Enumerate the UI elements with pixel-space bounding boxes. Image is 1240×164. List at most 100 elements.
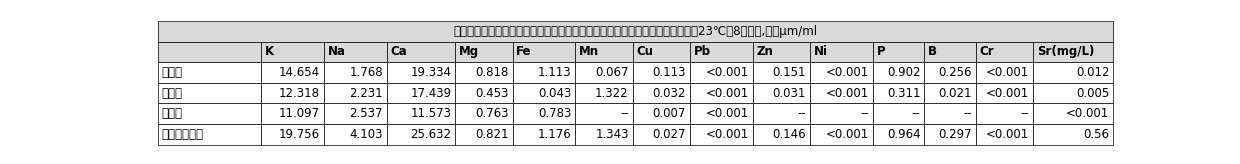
Text: 19.756: 19.756 <box>279 128 320 141</box>
Bar <box>810 103 873 124</box>
Text: Ni: Ni <box>813 45 828 58</box>
Text: 电气石: 电气石 <box>161 107 182 120</box>
Text: Mn: Mn <box>579 45 599 58</box>
Bar <box>455 83 512 103</box>
Text: 0.902: 0.902 <box>887 66 920 79</box>
Bar <box>260 124 324 145</box>
Text: --: -- <box>797 107 806 120</box>
Bar <box>387 83 455 103</box>
Bar <box>632 41 689 62</box>
Bar <box>157 83 260 103</box>
Text: 1.768: 1.768 <box>350 66 383 79</box>
Text: 0.151: 0.151 <box>773 66 806 79</box>
Bar <box>157 21 1114 41</box>
Bar <box>387 124 455 145</box>
Bar <box>924 124 976 145</box>
Bar <box>810 62 873 83</box>
Bar <box>324 124 387 145</box>
Bar <box>157 103 260 124</box>
Bar <box>324 103 387 124</box>
Text: 2.537: 2.537 <box>350 107 383 120</box>
Text: Na: Na <box>327 45 346 58</box>
Bar <box>753 62 810 83</box>
Text: 0.453: 0.453 <box>475 87 508 100</box>
Text: <0.001: <0.001 <box>826 66 869 79</box>
Bar <box>689 62 753 83</box>
Text: <0.001: <0.001 <box>986 128 1029 141</box>
Bar <box>689 83 753 103</box>
Bar <box>632 124 689 145</box>
Bar <box>512 83 575 103</box>
Bar <box>632 62 689 83</box>
Text: --: -- <box>963 107 972 120</box>
Text: 0.005: 0.005 <box>1076 87 1110 100</box>
Bar <box>575 103 632 124</box>
Text: 4.103: 4.103 <box>350 128 383 141</box>
Text: 0.818: 0.818 <box>475 66 508 79</box>
Text: <0.001: <0.001 <box>826 128 869 141</box>
Text: 1.113: 1.113 <box>538 66 572 79</box>
Text: 0.256: 0.256 <box>939 66 972 79</box>
Text: K: K <box>264 45 274 58</box>
Text: 麦饭石、木鱼石、电气石各自浸泡液及复合矿质晶体浸泡液微量元素析出对比（23℃，8小时）,单位μm/ml: 麦饭石、木鱼石、电气石各自浸泡液及复合矿质晶体浸泡液微量元素析出对比（23℃，8… <box>454 25 817 38</box>
Text: <0.001: <0.001 <box>706 107 749 120</box>
Bar <box>260 103 324 124</box>
Bar <box>1033 83 1114 103</box>
Text: 0.007: 0.007 <box>652 107 686 120</box>
Bar <box>387 41 455 62</box>
Text: 0.043: 0.043 <box>538 87 572 100</box>
Bar <box>387 103 455 124</box>
Text: 17.439: 17.439 <box>410 87 451 100</box>
Text: 1.176: 1.176 <box>538 128 572 141</box>
Text: 0.067: 0.067 <box>595 66 629 79</box>
Text: 木鱼石: 木鱼石 <box>161 87 182 100</box>
Text: 0.021: 0.021 <box>939 87 972 100</box>
Text: 25.632: 25.632 <box>410 128 451 141</box>
Bar <box>387 62 455 83</box>
Bar <box>575 83 632 103</box>
Text: --: -- <box>911 107 920 120</box>
Bar <box>689 103 753 124</box>
Bar <box>455 103 512 124</box>
Bar <box>632 103 689 124</box>
Text: 0.964: 0.964 <box>887 128 920 141</box>
Text: 12.318: 12.318 <box>279 87 320 100</box>
Text: 1.343: 1.343 <box>595 128 629 141</box>
Text: 0.783: 0.783 <box>538 107 572 120</box>
Text: 0.297: 0.297 <box>939 128 972 141</box>
Bar <box>810 124 873 145</box>
Text: P: P <box>877 45 885 58</box>
Bar <box>324 83 387 103</box>
Bar <box>455 41 512 62</box>
Text: 0.821: 0.821 <box>475 128 508 141</box>
Bar <box>260 62 324 83</box>
Bar <box>976 83 1033 103</box>
Text: 0.146: 0.146 <box>773 128 806 141</box>
Bar <box>873 62 924 83</box>
Text: 1.322: 1.322 <box>595 87 629 100</box>
Text: 0.012: 0.012 <box>1076 66 1110 79</box>
Bar <box>512 103 575 124</box>
Bar <box>1033 124 1114 145</box>
Text: 复合矿质晶体: 复合矿质晶体 <box>161 128 203 141</box>
Text: <0.001: <0.001 <box>706 128 749 141</box>
Bar <box>810 83 873 103</box>
Text: Ca: Ca <box>391 45 407 58</box>
Bar <box>575 62 632 83</box>
Text: Cu: Cu <box>636 45 653 58</box>
Bar <box>689 124 753 145</box>
Bar <box>753 103 810 124</box>
Text: Zn: Zn <box>756 45 774 58</box>
Text: Mg: Mg <box>459 45 480 58</box>
Bar <box>873 41 924 62</box>
Text: Sr(mg/L): Sr(mg/L) <box>1037 45 1094 58</box>
Text: --: -- <box>1021 107 1029 120</box>
Text: <0.001: <0.001 <box>986 66 1029 79</box>
Text: --: -- <box>620 107 629 120</box>
Text: Fe: Fe <box>516 45 532 58</box>
Bar <box>512 62 575 83</box>
Bar <box>157 124 260 145</box>
Text: 0.763: 0.763 <box>475 107 508 120</box>
Text: <0.001: <0.001 <box>706 66 749 79</box>
Bar <box>976 103 1033 124</box>
